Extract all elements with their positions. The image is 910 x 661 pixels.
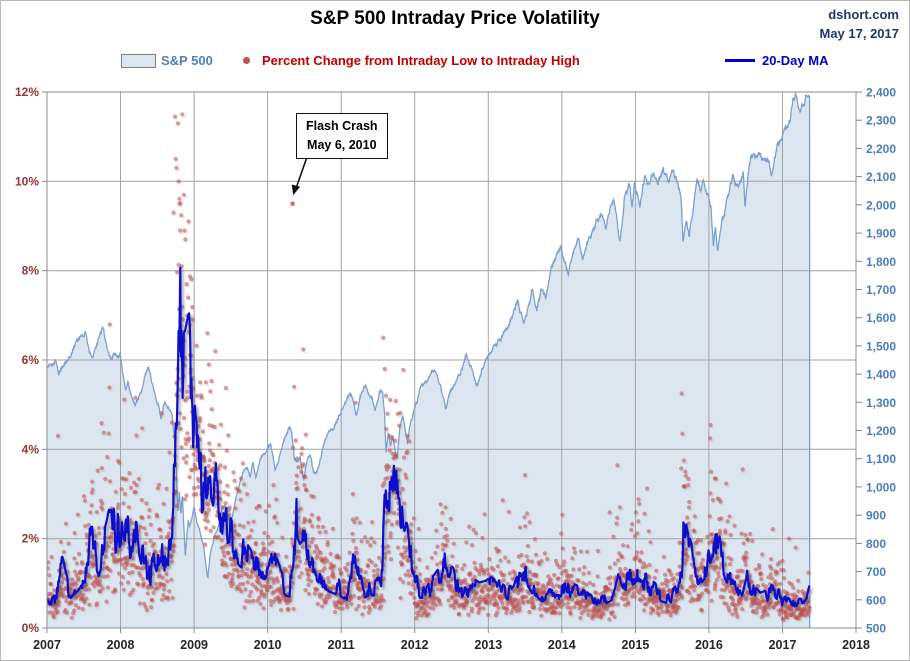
svg-text:2013: 2013	[474, 638, 502, 652]
svg-text:1,400: 1,400	[866, 368, 896, 382]
axis-labels: 2007 2008 2009 2010 2011 2012 2013 2014 2015 2016…	[15, 85, 896, 652]
legend-item-sp500: S&P 500	[121, 53, 213, 68]
svg-text:8%: 8%	[22, 264, 40, 278]
svg-text:500: 500	[866, 622, 886, 636]
svg-text:2012: 2012	[401, 638, 429, 652]
svg-text:1,200: 1,200	[866, 424, 896, 438]
flash-crash-arrow	[291, 156, 308, 196]
svg-text:2007: 2007	[33, 638, 61, 652]
svg-text:1,500: 1,500	[866, 339, 896, 353]
svg-text:800: 800	[866, 537, 886, 551]
svg-text:1,800: 1,800	[866, 255, 896, 269]
svg-text:2011: 2011	[328, 638, 355, 652]
sp500-area-fill	[47, 93, 810, 628]
svg-text:12%: 12%	[15, 85, 39, 99]
flash-crash-point	[290, 201, 295, 206]
source-site: dshort.com	[828, 7, 899, 22]
svg-text:900: 900	[866, 509, 886, 523]
axis-ticks	[42, 91, 862, 633]
svg-text:2018: 2018	[842, 638, 870, 652]
svg-text:2014: 2014	[548, 638, 576, 652]
svg-text:2,000: 2,000	[866, 198, 896, 212]
svg-text:2010: 2010	[254, 638, 282, 652]
svg-text:2008: 2008	[107, 638, 135, 652]
legend: S&P 500 Percent Change from Intraday Low…	[1, 53, 909, 75]
legend-item-percent-change: Percent Change from Intraday Low to Intr…	[243, 53, 580, 68]
svg-text:2009: 2009	[180, 638, 208, 652]
flash-crash-callout-line2: May 6, 2010	[307, 138, 377, 152]
ma-line	[47, 266, 811, 607]
svg-text:700: 700	[866, 565, 886, 579]
svg-text:1,600: 1,600	[866, 311, 896, 325]
svg-text:2,300: 2,300	[866, 114, 896, 128]
legend-label-percent-change: Percent Change from Intraday Low to Intr…	[262, 53, 580, 68]
svg-text:4%: 4%	[22, 442, 40, 456]
svg-text:2017: 2017	[769, 638, 797, 652]
svg-text:2,100: 2,100	[866, 170, 896, 184]
svg-text:2016: 2016	[695, 638, 723, 652]
svg-text:1,300: 1,300	[866, 396, 896, 410]
svg-text:2015: 2015	[621, 638, 649, 652]
source-date: May 17, 2017	[819, 26, 899, 41]
svg-text:0%: 0%	[22, 621, 40, 635]
area-swatch-icon	[121, 53, 156, 68]
svg-text:1,900: 1,900	[866, 227, 896, 241]
ma-line-swatch-icon	[725, 59, 755, 62]
svg-text:1,700: 1,700	[866, 283, 896, 297]
legend-label-20day-ma: 20-Day MA	[762, 53, 829, 68]
page-title: S&P 500 Intraday Price Volatility	[310, 8, 600, 29]
source-block: dshort.com May 17, 2017	[819, 5, 899, 43]
legend-label-sp500: S&P 500	[161, 53, 213, 68]
svg-text:10%: 10%	[15, 174, 39, 188]
svg-text:2%: 2%	[22, 532, 40, 546]
svg-text:6%: 6%	[22, 353, 40, 367]
svg-text:600: 600	[866, 593, 886, 607]
flash-crash-callout-line1: Flash Crash	[306, 119, 378, 133]
svg-text:1,000: 1,000	[866, 480, 896, 494]
scatter-swatch-icon	[243, 57, 250, 64]
legend-item-20day-ma: 20-Day MA	[725, 53, 828, 68]
flash-crash-callout: Flash Crash May 6, 2010	[296, 113, 388, 159]
svg-text:2,400: 2,400	[866, 86, 896, 100]
svg-text:2,200: 2,200	[866, 142, 896, 156]
svg-text:1,100: 1,100	[866, 452, 896, 466]
